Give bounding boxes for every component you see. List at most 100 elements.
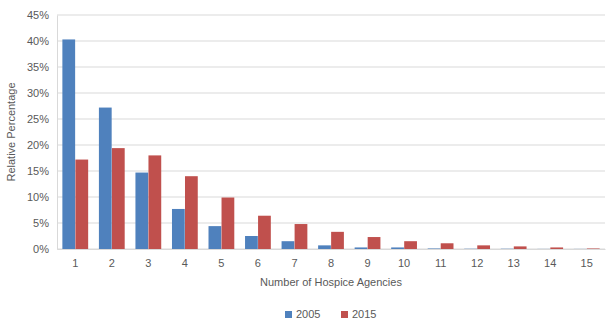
y-tick: 35% <box>27 61 57 73</box>
x-tick: 12 <box>471 249 483 269</box>
bar <box>62 39 75 249</box>
bar <box>172 209 185 249</box>
grid-line <box>57 145 605 146</box>
bar <box>391 247 404 249</box>
x-axis-line <box>58 249 606 250</box>
x-tick-label: 2 <box>109 257 115 269</box>
x-tick: 8 <box>328 249 334 269</box>
grid-line <box>57 15 605 16</box>
bar <box>537 248 550 249</box>
y-tick-label: 30% <box>27 87 49 99</box>
x-tick: 15 <box>581 249 593 269</box>
x-tick: 11 <box>435 249 446 269</box>
x-tick-label: 11 <box>435 257 446 269</box>
x-tick: 5 <box>218 249 224 269</box>
y-tick-label: 5% <box>33 217 49 229</box>
x-tick-label: 13 <box>508 257 520 269</box>
grid-line <box>57 41 605 42</box>
bar <box>464 248 477 249</box>
x-tick: 1 <box>72 249 78 269</box>
bar <box>148 155 161 249</box>
bar <box>258 216 271 249</box>
x-tick: 13 <box>508 249 520 269</box>
y-tick-label: 10% <box>27 191 49 203</box>
x-tick: 14 <box>544 249 556 269</box>
x-tick-label: 9 <box>364 257 370 269</box>
x-tick-label: 7 <box>291 257 297 269</box>
y-tick: 45% <box>27 9 57 21</box>
x-axis-title: Number of Hospice Agencies <box>260 276 402 288</box>
x-tick: 7 <box>291 249 297 269</box>
legend: 2005 2015 <box>285 308 376 320</box>
y-axis-title: Relative Percentage <box>5 82 17 181</box>
bar <box>245 236 258 249</box>
legend-swatch <box>285 311 292 318</box>
y-tick: 20% <box>27 139 57 151</box>
legend-swatch <box>341 311 348 318</box>
x-tick: 4 <box>182 249 188 269</box>
series-0 <box>62 39 586 249</box>
grid-line <box>57 93 605 94</box>
x-tick-label: 14 <box>544 257 556 269</box>
bar <box>112 148 125 249</box>
series-1 <box>75 148 599 249</box>
bar <box>331 232 344 249</box>
bar <box>282 241 295 249</box>
bar <box>135 173 148 249</box>
y-tick-label: 40% <box>27 35 49 47</box>
y-tick-label: 35% <box>27 61 49 73</box>
bar <box>318 245 331 249</box>
bars <box>62 39 599 249</box>
x-tick: 2 <box>109 249 115 269</box>
x-tick-label: 8 <box>328 257 334 269</box>
x-tick: 9 <box>364 249 370 269</box>
bar <box>441 243 454 249</box>
x-tick: 6 <box>255 249 261 269</box>
y-tick: 30% <box>27 87 57 99</box>
y-tick: 10% <box>27 191 57 203</box>
bar <box>355 247 368 249</box>
y-tick: 25% <box>27 113 57 125</box>
y-tick: 15% <box>27 165 57 177</box>
grid-line <box>57 171 605 172</box>
bar <box>574 248 587 249</box>
y-tick: 0% <box>33 243 57 255</box>
x-tick-label: 3 <box>145 257 151 269</box>
bar <box>514 246 527 249</box>
bar <box>550 247 563 249</box>
x-axis: 123456789101112131415 <box>58 249 606 269</box>
bar <box>209 226 222 249</box>
bar <box>99 108 112 249</box>
bar <box>185 176 198 249</box>
bar <box>75 160 88 249</box>
bar <box>501 248 514 249</box>
bar <box>222 198 235 249</box>
grid <box>57 15 605 249</box>
x-tick-label: 12 <box>471 257 483 269</box>
bar <box>587 248 600 249</box>
y-tick-label: 25% <box>27 113 49 125</box>
legend-label: 2005 <box>296 308 320 320</box>
x-tick-label: 4 <box>182 257 188 269</box>
x-tick-label: 15 <box>581 257 593 269</box>
x-tick-label: 6 <box>255 257 261 269</box>
plot: 0%5%10%15%20%25%30%35%40%45%123456789101… <box>27 9 606 269</box>
legend-label: 2015 <box>352 308 376 320</box>
y-tick: 5% <box>33 217 57 229</box>
grid-line <box>57 119 605 120</box>
chart: 0%5%10%15%20%25%30%35%40%45%123456789101… <box>0 0 614 335</box>
bar <box>428 248 441 249</box>
y-tick-label: 0% <box>33 243 49 255</box>
bar <box>477 245 490 249</box>
x-tick-label: 1 <box>72 257 78 269</box>
x-tick: 10 <box>398 249 410 269</box>
x-tick-label: 10 <box>398 257 410 269</box>
y-axis: 0% 5% 10% 15% 20% 25% 30% 35% 40% 45% <box>27 9 58 255</box>
y-tick-label: 45% <box>27 9 49 21</box>
x-tick-label: 5 <box>218 257 224 269</box>
grid-line <box>57 67 605 68</box>
y-axis-line <box>57 16 58 250</box>
y-tick-label: 15% <box>27 165 49 177</box>
bar <box>295 224 308 249</box>
y-tick: 40% <box>27 35 57 47</box>
